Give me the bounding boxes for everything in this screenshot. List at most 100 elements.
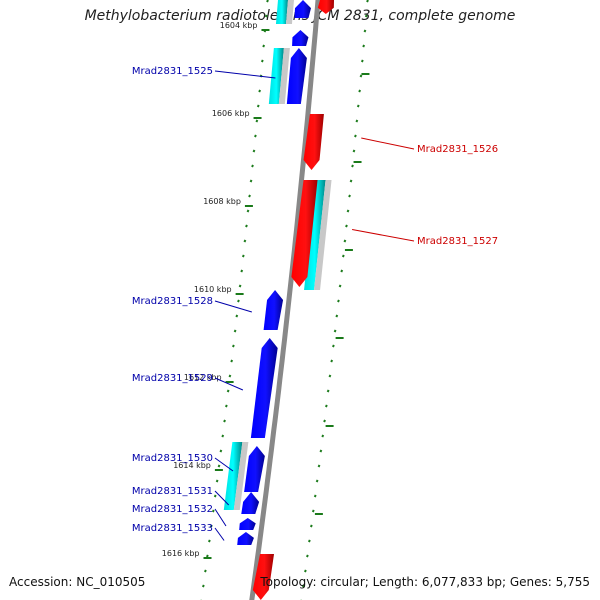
accession-text: Accession: NC_010505: [9, 575, 146, 589]
gene-label[interactable]: Mrad2831_1532: [132, 504, 213, 515]
minor-tick: [262, 44, 266, 48]
tick-label: 1608 kbp: [203, 197, 241, 206]
rna-feature-shadow: [285, 0, 294, 24]
minor-tick: [205, 554, 209, 558]
gene-arrow-mrad2831_1526[interactable]: [303, 114, 324, 170]
gene-label[interactable]: Mrad2831_1529: [132, 373, 213, 384]
minor-tick: [335, 314, 339, 318]
gene-arrow-mrad2831_1531[interactable]: [241, 492, 260, 514]
label-leader: [214, 377, 244, 391]
minor-tick: [338, 284, 342, 288]
minor-tick: [366, 0, 369, 3]
minor-tick: [363, 29, 367, 33]
minor-tick: [226, 389, 230, 393]
minor-tick: [203, 569, 207, 573]
minor-tick: [258, 89, 262, 93]
minor-tick: [305, 554, 309, 558]
minor-tick: [324, 404, 328, 408]
gene-arrow[interactable]: [317, 0, 334, 14]
minor-tick: [359, 74, 363, 78]
gene-label[interactable]: Mrad2831_1525: [132, 66, 213, 77]
label-leader: [214, 508, 227, 527]
tick-track: 1604 kbp 1606 kbp 1608 kbp 1610 kbp 1612 kbp…: [162, 0, 370, 600]
minor-tick: [355, 119, 359, 123]
gene-label[interactable]: Mrad2831_1526: [417, 144, 498, 155]
minor-tick: [237, 299, 240, 303]
minor-tick: [358, 89, 362, 93]
gene-arrow[interactable]: [294, 0, 311, 18]
minor-tick: [211, 509, 215, 513]
gene-track[interactable]: [237, 0, 334, 600]
minor-tick: [362, 44, 366, 48]
rna-feature: [268, 48, 284, 104]
minor-tick: [248, 194, 251, 198]
minor-tick: [209, 524, 213, 528]
rna-feature-shadow: [233, 442, 249, 510]
minor-tick: [328, 374, 332, 378]
gene-label[interactable]: Mrad2831_1530: [132, 453, 213, 464]
tick-label: 1604 kbp: [220, 21, 258, 30]
gene-label[interactable]: Mrad2831_1531: [132, 486, 213, 497]
minor-tick: [243, 239, 247, 243]
gene-label[interactable]: Mrad2831_1528: [132, 296, 213, 307]
minor-tick: [315, 479, 319, 483]
minor-tick: [330, 359, 334, 363]
tick-label: 1606 kbp: [212, 109, 250, 118]
minor-tick: [201, 584, 205, 588]
minor-tick: [311, 509, 315, 513]
gene-arrow-mrad2831_1525[interactable]: [286, 48, 307, 104]
minor-tick: [207, 539, 211, 543]
minor-tick: [255, 119, 259, 123]
gene-arrow-mrad2831_1529[interactable]: [250, 338, 278, 438]
gene-label[interactable]: Mrad2831_1527: [417, 236, 498, 247]
minor-tick: [238, 284, 242, 288]
gene-label[interactable]: Mrad2831_1533: [132, 523, 213, 534]
minor-tick: [241, 254, 245, 258]
rna-feature: [275, 0, 288, 24]
gene-arrow-mrad2831_1527[interactable]: [291, 180, 318, 287]
minor-tick: [260, 59, 264, 63]
minor-tick: [351, 164, 354, 168]
label-leader: [351, 229, 415, 242]
backbone: [249, 0, 321, 600]
tick-label: 1614 kbp: [173, 461, 211, 470]
minor-tick: [213, 494, 217, 498]
minor-tick: [321, 434, 325, 438]
minor-tick: [249, 179, 253, 183]
gene-arrow[interactable]: [292, 30, 309, 46]
minor-tick: [354, 134, 357, 138]
tick-label: 1610 kbp: [194, 285, 232, 294]
minor-tick: [313, 494, 317, 498]
minor-tick: [233, 329, 237, 333]
gene-arrow-mrad2831_1533[interactable]: [237, 532, 254, 545]
genome-stats: Topology: circular; Length: 6,077,833 bp…: [260, 575, 590, 589]
label-leader: [214, 457, 234, 472]
gene-arrow-mrad2831_1528[interactable]: [263, 290, 284, 330]
minor-tick: [323, 419, 326, 423]
minor-tick: [231, 344, 235, 348]
minor-tick: [219, 449, 223, 453]
minor-tick: [301, 584, 305, 588]
minor-tick: [252, 149, 256, 153]
tick-label: 1616 kbp: [162, 549, 200, 558]
label-leader: [214, 300, 252, 313]
minor-tick: [223, 419, 226, 423]
minor-tick: [235, 314, 239, 318]
minor-tick: [356, 104, 360, 108]
minor-tick: [360, 59, 364, 63]
minor-tick: [345, 224, 348, 228]
minor-tick: [343, 239, 347, 243]
tick-label: 1612 kbp: [184, 373, 222, 382]
minor-tick: [240, 269, 244, 273]
rna-track: [223, 0, 332, 510]
minor-tick: [246, 209, 250, 213]
minor-tick: [215, 479, 219, 483]
minor-tick: [224, 404, 228, 408]
gene-arrow-mrad2831_1532[interactable]: [239, 518, 256, 530]
minor-tick: [319, 449, 323, 453]
gene-label-track[interactable]: Mrad2831_1525 Mrad2831_1526 Mrad2831_1527 M…: [132, 66, 498, 541]
gene-arrow[interactable]: [252, 554, 275, 600]
gene-arrow-mrad2831_1530[interactable]: [244, 446, 265, 492]
minor-tick: [254, 134, 257, 138]
